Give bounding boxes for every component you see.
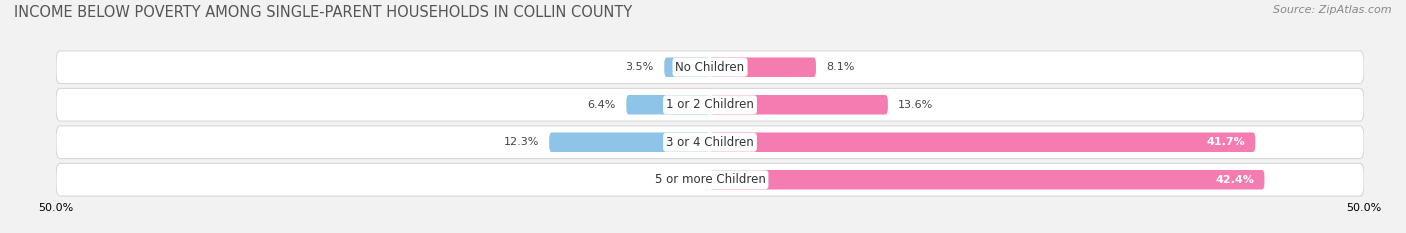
Text: INCOME BELOW POVERTY AMONG SINGLE-PARENT HOUSEHOLDS IN COLLIN COUNTY: INCOME BELOW POVERTY AMONG SINGLE-PARENT… <box>14 5 633 20</box>
Text: 3.5%: 3.5% <box>626 62 654 72</box>
Text: Source: ZipAtlas.com: Source: ZipAtlas.com <box>1274 5 1392 15</box>
FancyBboxPatch shape <box>710 58 815 77</box>
Text: 5 or more Children: 5 or more Children <box>655 173 765 186</box>
Text: No Children: No Children <box>675 61 745 74</box>
Text: 3 or 4 Children: 3 or 4 Children <box>666 136 754 149</box>
FancyBboxPatch shape <box>703 170 710 189</box>
Text: 41.7%: 41.7% <box>1206 137 1244 147</box>
FancyBboxPatch shape <box>56 126 1364 159</box>
FancyBboxPatch shape <box>710 95 887 114</box>
Text: 8.1%: 8.1% <box>827 62 855 72</box>
Text: 42.4%: 42.4% <box>1215 175 1254 185</box>
Text: 6.4%: 6.4% <box>588 100 616 110</box>
Text: 13.6%: 13.6% <box>898 100 934 110</box>
FancyBboxPatch shape <box>626 95 710 114</box>
FancyBboxPatch shape <box>56 51 1364 84</box>
FancyBboxPatch shape <box>56 88 1364 121</box>
FancyBboxPatch shape <box>710 133 1256 152</box>
Text: 1 or 2 Children: 1 or 2 Children <box>666 98 754 111</box>
Text: 0.0%: 0.0% <box>671 175 700 185</box>
FancyBboxPatch shape <box>664 58 710 77</box>
FancyBboxPatch shape <box>550 133 710 152</box>
Legend: Single Father, Single Mother: Single Father, Single Mother <box>599 230 821 233</box>
FancyBboxPatch shape <box>710 170 1264 189</box>
FancyBboxPatch shape <box>56 163 1364 196</box>
Text: 12.3%: 12.3% <box>503 137 538 147</box>
